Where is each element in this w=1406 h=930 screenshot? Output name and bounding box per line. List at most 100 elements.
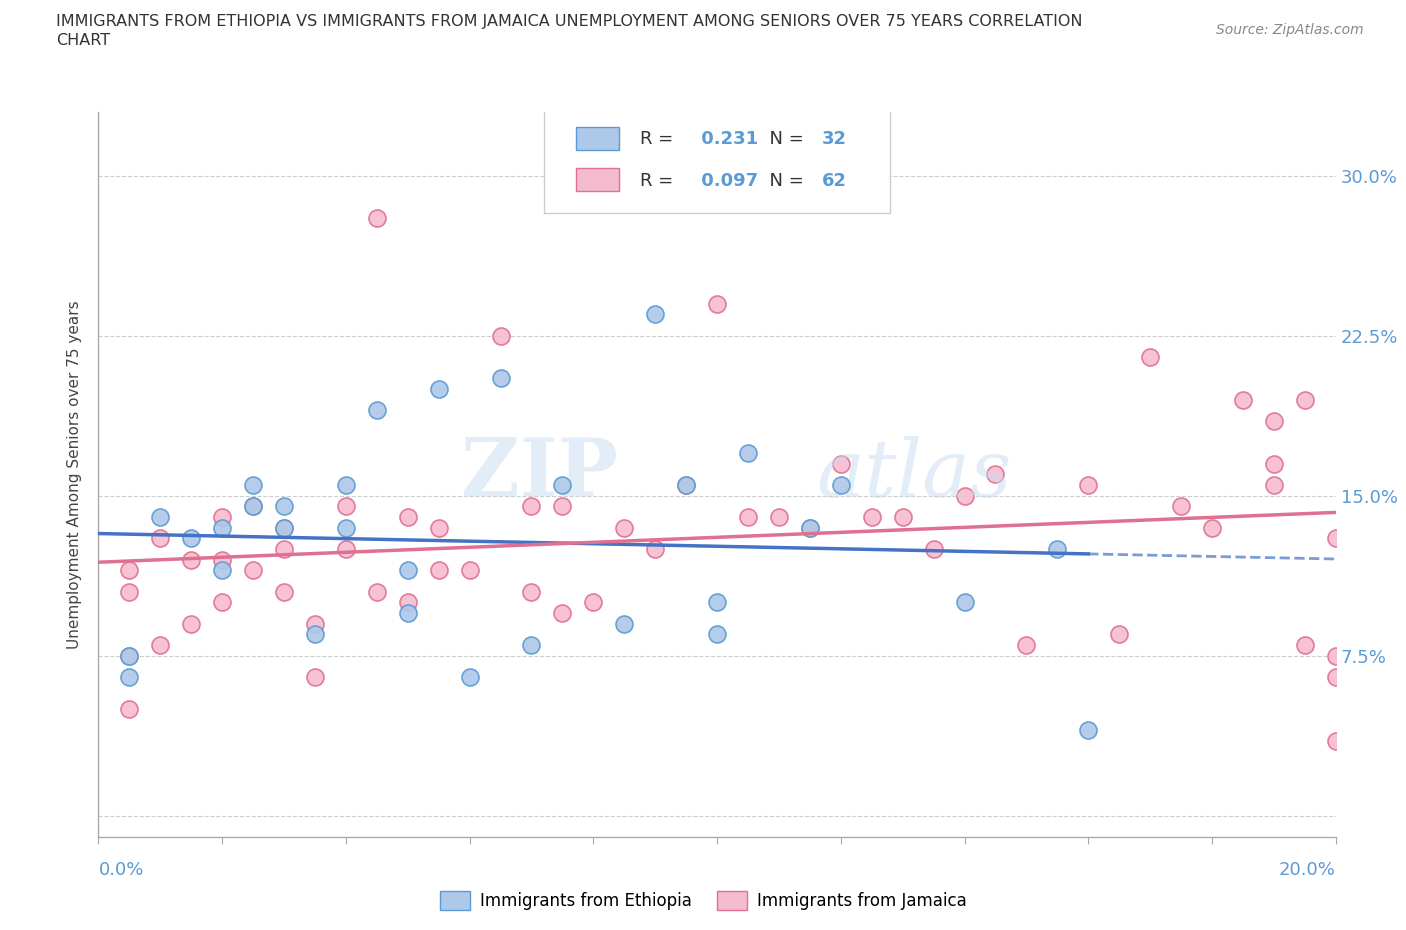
Point	[118, 670, 141, 684]
Point	[118, 584, 141, 599]
Point	[644, 541, 666, 556]
Point	[427, 381, 450, 396]
Point	[304, 627, 326, 642]
Point	[458, 563, 481, 578]
Point	[551, 477, 574, 492]
Point	[180, 552, 202, 567]
Point	[458, 670, 481, 684]
Point	[1324, 670, 1347, 684]
Point	[582, 595, 605, 610]
Point	[1324, 531, 1347, 546]
Point	[891, 510, 914, 525]
Point	[211, 520, 233, 535]
Point	[180, 531, 202, 546]
Point	[675, 477, 697, 492]
Point	[304, 670, 326, 684]
Text: Source: ZipAtlas.com: Source: ZipAtlas.com	[1216, 23, 1364, 37]
Point	[551, 605, 574, 620]
Point	[180, 617, 202, 631]
Point	[335, 520, 357, 535]
Point	[366, 584, 388, 599]
Point	[396, 563, 419, 578]
Text: atlas: atlas	[815, 435, 1011, 513]
Point	[211, 563, 233, 578]
Point	[366, 211, 388, 226]
FancyBboxPatch shape	[576, 126, 619, 150]
Point	[118, 701, 141, 716]
Point	[799, 520, 821, 535]
Point	[1324, 734, 1347, 749]
Point	[489, 328, 512, 343]
Point	[799, 520, 821, 535]
Point	[149, 510, 172, 525]
Point	[211, 595, 233, 610]
Point	[520, 584, 543, 599]
Point	[830, 457, 852, 472]
Point	[613, 520, 636, 535]
Point	[675, 477, 697, 492]
Point	[1232, 392, 1254, 407]
Text: 62: 62	[823, 171, 848, 190]
Point	[706, 296, 728, 311]
Text: N =: N =	[758, 130, 810, 148]
Point	[706, 627, 728, 642]
Point	[551, 498, 574, 513]
Point	[427, 563, 450, 578]
Point	[396, 595, 419, 610]
Point	[1015, 638, 1038, 653]
Point	[1263, 457, 1285, 472]
Point	[520, 498, 543, 513]
Point	[396, 510, 419, 525]
Point	[118, 648, 141, 663]
Point	[396, 605, 419, 620]
Point	[366, 403, 388, 418]
Point	[922, 541, 945, 556]
Text: N =: N =	[758, 171, 810, 190]
Point	[953, 488, 976, 503]
Text: ZIP: ZIP	[461, 435, 619, 513]
Point	[768, 510, 790, 525]
Point	[1201, 520, 1223, 535]
Point	[489, 371, 512, 386]
Point	[1108, 627, 1130, 642]
Point	[1294, 638, 1316, 653]
Point	[149, 531, 172, 546]
Point	[1263, 477, 1285, 492]
Point	[830, 477, 852, 492]
Point	[273, 584, 295, 599]
Point	[737, 445, 759, 460]
Point	[1170, 498, 1192, 513]
Text: 32: 32	[823, 130, 848, 148]
Point	[273, 520, 295, 535]
Text: CHART: CHART	[56, 33, 110, 47]
Point	[520, 638, 543, 653]
Point	[706, 595, 728, 610]
Text: 0.231: 0.231	[695, 130, 758, 148]
Point	[273, 520, 295, 535]
Point	[953, 595, 976, 610]
Point	[860, 510, 883, 525]
Point	[737, 510, 759, 525]
Point	[1139, 350, 1161, 365]
Point	[335, 477, 357, 492]
Point	[118, 563, 141, 578]
Text: IMMIGRANTS FROM ETHIOPIA VS IMMIGRANTS FROM JAMAICA UNEMPLOYMENT AMONG SENIORS O: IMMIGRANTS FROM ETHIOPIA VS IMMIGRANTS F…	[56, 14, 1083, 29]
Point	[211, 510, 233, 525]
Point	[613, 617, 636, 631]
Legend: Immigrants from Ethiopia, Immigrants from Jamaica: Immigrants from Ethiopia, Immigrants fro…	[433, 884, 973, 917]
Point	[335, 498, 357, 513]
Point	[1077, 723, 1099, 737]
Point	[1263, 414, 1285, 429]
FancyBboxPatch shape	[544, 97, 890, 213]
Point	[242, 498, 264, 513]
Point	[242, 498, 264, 513]
Point	[242, 563, 264, 578]
Text: R =: R =	[640, 171, 679, 190]
Point	[1324, 648, 1347, 663]
FancyBboxPatch shape	[576, 168, 619, 192]
Text: 0.0%: 0.0%	[98, 860, 143, 879]
Point	[273, 498, 295, 513]
Point	[427, 520, 450, 535]
Point	[242, 477, 264, 492]
Text: R =: R =	[640, 130, 679, 148]
